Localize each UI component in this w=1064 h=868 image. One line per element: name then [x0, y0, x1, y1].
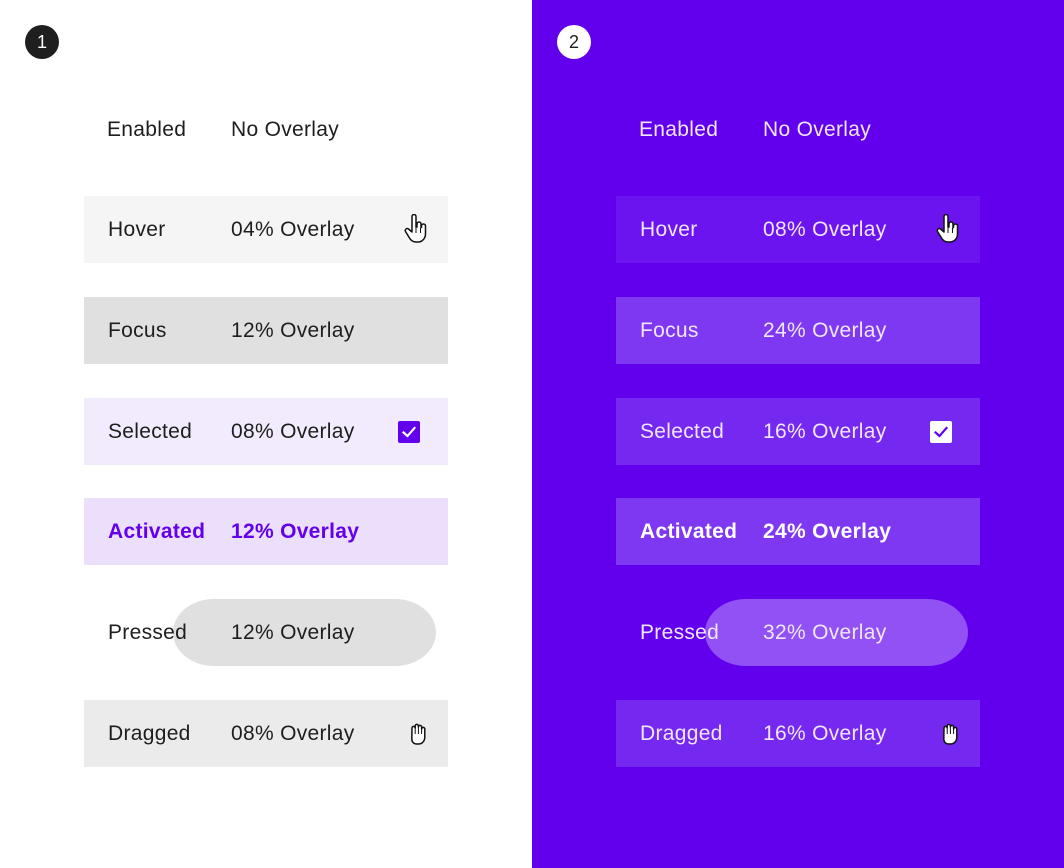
state-label: Enabled: [639, 118, 719, 141]
state-row-activated[interactable]: Activated 12% Overlay: [84, 498, 448, 565]
state-label: Enabled: [107, 118, 187, 141]
state-label: Hover: [108, 218, 166, 241]
state-label: Activated: [108, 520, 206, 543]
state-row-selected[interactable]: Selected 08% Overlay: [84, 398, 448, 465]
state-label: Selected: [640, 420, 725, 443]
step-badge: 2: [557, 25, 591, 59]
state-label: Pressed: [640, 621, 720, 644]
overlay-value: 32% Overlay: [763, 621, 887, 644]
state-row-pressed[interactable]: Pressed 32% Overlay: [616, 599, 980, 666]
overlay-value: 12% Overlay: [231, 621, 355, 644]
light-surface-panel: 1 Enabled No Overlay Hover 04% Overlay F…: [25, 25, 448, 767]
overlay-value: 08% Overlay: [763, 218, 887, 241]
state-row-dragged[interactable]: Dragged 16% Overlay: [616, 700, 980, 767]
state-row-hover[interactable]: Hover 04% Overlay: [84, 196, 448, 263]
overlay-value: 04% Overlay: [231, 218, 355, 241]
pressed-ripple: [705, 599, 968, 666]
step-badge: 1: [25, 25, 59, 59]
state-label: Focus: [640, 319, 699, 342]
state-label: Selected: [108, 420, 193, 443]
state-row-selected[interactable]: Selected 16% Overlay: [616, 398, 980, 465]
state-row-dragged[interactable]: Dragged 08% Overlay: [84, 700, 448, 767]
state-label: Activated: [640, 520, 738, 543]
overlay-value: 08% Overlay: [231, 722, 355, 745]
state-row-enabled: Enabled No Overlay: [616, 96, 980, 163]
state-label: Dragged: [108, 722, 191, 745]
state-row-focus[interactable]: Focus 24% Overlay: [616, 297, 980, 364]
checkbox-checked-icon[interactable]: [930, 421, 952, 443]
state-label: Focus: [108, 319, 167, 342]
grab-hand-icon: [940, 722, 960, 746]
state-label: Hover: [640, 218, 698, 241]
state-label: Pressed: [108, 621, 188, 644]
grab-hand-icon: [408, 722, 428, 746]
overlay-value: No Overlay: [763, 118, 872, 141]
overlay-value: 24% Overlay: [763, 319, 887, 342]
checkbox-checked-icon[interactable]: [398, 421, 420, 443]
overlay-value: 12% Overlay: [231, 520, 360, 543]
state-row-focus[interactable]: Focus 12% Overlay: [84, 297, 448, 364]
overlay-value: 16% Overlay: [763, 420, 887, 443]
state-label: Dragged: [640, 722, 723, 745]
overlay-value: 08% Overlay: [231, 420, 355, 443]
overlay-value: 24% Overlay: [763, 520, 892, 543]
pressed-ripple: [173, 599, 436, 666]
state-row-hover[interactable]: Hover 08% Overlay: [616, 196, 980, 263]
overlay-value: No Overlay: [231, 118, 340, 141]
state-row-pressed[interactable]: Pressed 12% Overlay: [84, 599, 448, 666]
pointer-hand-icon: [936, 214, 960, 244]
state-row-activated[interactable]: Activated 24% Overlay: [616, 498, 980, 565]
overlay-value: 16% Overlay: [763, 722, 887, 745]
primary-surface-panel: 2 Enabled No Overlay Hover 08% Overlay F…: [532, 0, 1064, 868]
state-row-enabled: Enabled No Overlay: [84, 96, 448, 163]
overlay-value: 12% Overlay: [231, 319, 355, 342]
pointer-hand-icon: [404, 214, 428, 244]
